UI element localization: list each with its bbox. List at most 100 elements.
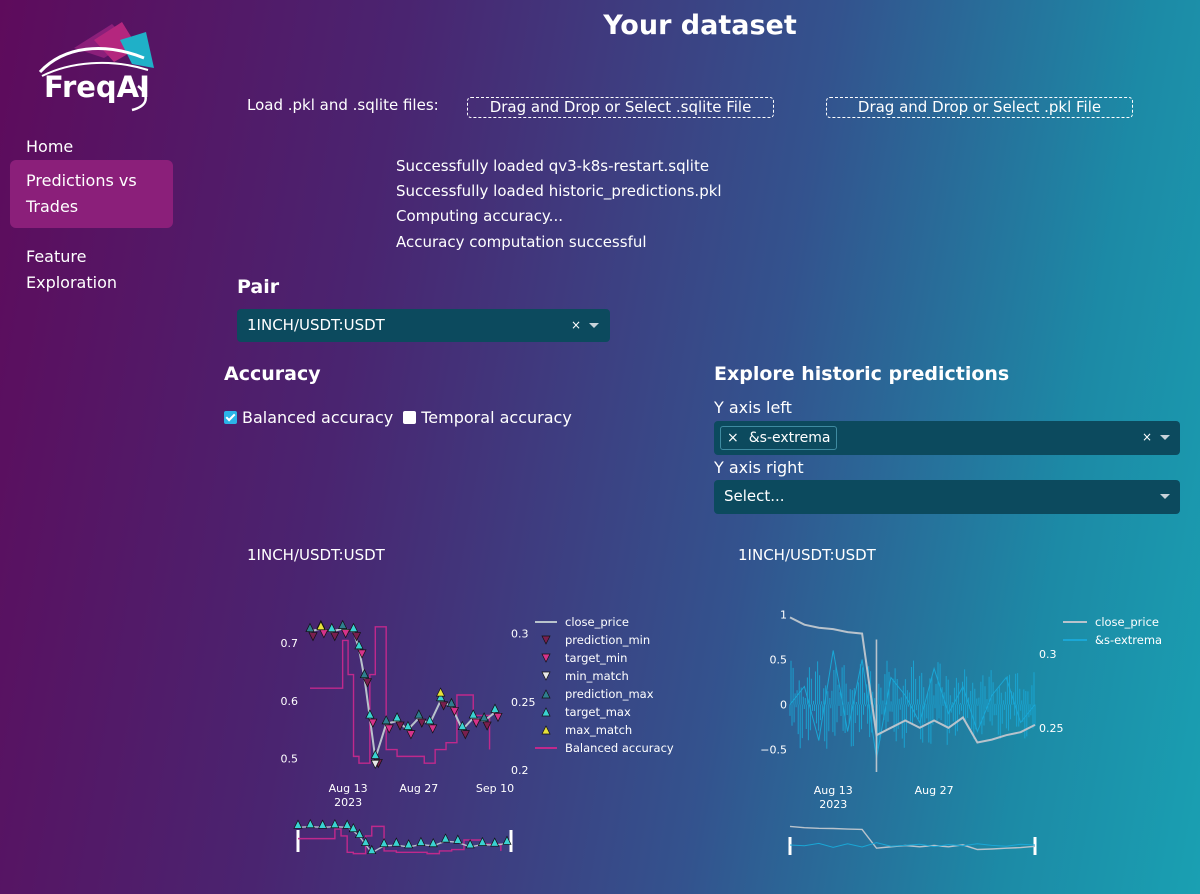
legend-label: prediction_max: [565, 687, 654, 701]
pkl-upload-button[interactable]: Drag and Drop or Select .pkl File: [826, 97, 1133, 118]
range-marker: [354, 828, 365, 838]
max-marker: [348, 622, 359, 632]
y-left-tick-label: 0.7: [281, 637, 299, 650]
y-left-tick-label: 0.5: [281, 752, 299, 765]
chart-right-title: 1INCH/USDT:USDT: [738, 546, 876, 564]
range-marker: [361, 836, 371, 846]
max-marker: [479, 712, 489, 722]
chevron-down-icon[interactable]: [1160, 494, 1170, 499]
pair-clear-icon[interactable]: ×: [571, 318, 582, 332]
pair-title: Pair: [237, 276, 280, 298]
range-marker: [477, 836, 487, 846]
balanced-accuracy-label[interactable]: Balanced accuracy: [242, 408, 394, 427]
y-axis-right-placeholder: Select...: [724, 487, 785, 505]
pair-select[interactable]: 1INCH/USDT:USDT ×: [237, 309, 610, 342]
legend-swatch: [541, 725, 551, 735]
chevron-down-icon[interactable]: [1160, 435, 1170, 440]
range-marker: [318, 819, 328, 829]
max-marker: [365, 709, 375, 719]
legend-label: max_match: [565, 723, 632, 737]
range-extrema-line: [789, 842, 1036, 848]
load-files-label: Load .pkl and .sqlite files:: [247, 96, 439, 114]
chart-left-title: 1INCH/USDT:USDT: [247, 546, 385, 564]
y-left-tick-label: 0: [780, 699, 787, 712]
status-line: Computing accuracy...: [396, 207, 563, 225]
extrema-trend-line: [789, 650, 1036, 759]
y-right-tick-label: 0.3: [511, 628, 529, 641]
balanced-accuracy-checkbox[interactable]: [224, 411, 237, 424]
min-marker: [406, 730, 416, 740]
legend-label: min_match: [565, 669, 629, 683]
legend-label: close_price: [565, 615, 629, 629]
max-marker: [305, 622, 315, 632]
nav-predictions-vs-trades[interactable]: Predictions vs Trades: [10, 160, 173, 228]
min-marker: [471, 718, 481, 728]
chip-remove-icon[interactable]: ×: [727, 430, 739, 446]
legend-label: Balanced accuracy: [565, 741, 674, 755]
range-marker: [490, 837, 500, 847]
close-price-line: [789, 616, 1036, 744]
sidebar: FreqAI Home Predictions vs Trades Featur…: [0, 0, 185, 894]
y-left-tick-label: 1: [780, 609, 787, 622]
max-marker: [414, 709, 424, 719]
min-marker: [482, 721, 492, 731]
min-marker: [330, 632, 340, 642]
min-marker: [368, 718, 378, 728]
nav-home[interactable]: Home: [26, 137, 74, 156]
legend-swatch: [541, 653, 551, 663]
max-marker: [425, 715, 435, 725]
y-axis-right-select[interactable]: Select...: [714, 480, 1180, 514]
max-marker: [359, 668, 369, 679]
min-marker: [351, 632, 362, 642]
x-tick-label: Aug 27: [399, 782, 438, 795]
legend-label: close_price: [1095, 615, 1159, 629]
max-marker: [381, 715, 391, 725]
status-line: Accuracy computation successful: [396, 233, 647, 251]
temporal-accuracy-label[interactable]: Temporal accuracy: [421, 408, 572, 427]
range-close-line: [789, 825, 1036, 851]
temporal-accuracy-checkbox[interactable]: [403, 411, 417, 424]
y-axis-right-label: Y axis right: [714, 458, 804, 477]
min-marker: [493, 712, 503, 723]
y-left-tick-label: 0.6: [281, 695, 299, 708]
page-title: Your dataset: [603, 10, 797, 41]
close-price-line: [309, 627, 496, 759]
explore-title: Explore historic predictions: [714, 363, 1010, 385]
x-tick-label: 2023: [819, 798, 847, 811]
chevron-down-icon[interactable]: [589, 323, 599, 328]
min-marker: [362, 678, 372, 688]
legend-swatch: [541, 689, 551, 699]
x-tick-label: Aug 27: [915, 784, 954, 797]
max-match-marker: [436, 687, 446, 697]
y-right-tick-label: 0.25: [511, 696, 536, 709]
legend-swatch: [541, 635, 551, 645]
sqlite-upload-button[interactable]: Drag and Drop or Select .sqlite File: [467, 97, 774, 118]
legend-label: prediction_min: [565, 633, 650, 647]
min-marker: [417, 718, 427, 728]
max-marker: [457, 720, 467, 730]
y-right-tick-label: 0.2: [511, 764, 529, 777]
range-marker: [342, 819, 352, 829]
y-axis-left-clear-icon[interactable]: ×: [1142, 430, 1153, 444]
accuracy-options: Balanced accuracy Temporal accuracy: [224, 408, 572, 427]
nav-feature-exploration[interactable]: Feature Exploration: [26, 247, 117, 292]
min-marker: [428, 724, 438, 734]
max-marker: [490, 703, 500, 713]
range-marker: [379, 837, 389, 848]
max-match-marker: [316, 620, 326, 631]
y-axis-left-select[interactable]: × &s-extrema ×: [714, 421, 1180, 455]
min-marker: [341, 629, 351, 639]
y-axis-left-label: Y axis left: [714, 398, 792, 417]
y-right-tick-label: 0.3: [1039, 648, 1057, 661]
range-marker: [404, 839, 414, 849]
legend-swatch: [541, 707, 551, 717]
freqai-logo[interactable]: FreqAI: [34, 18, 158, 116]
logo-text: FreqAI: [44, 70, 150, 104]
status-line: Successfully loaded qv3-k8s-restart.sqli…: [396, 157, 710, 175]
pair-select-value: 1INCH/USDT:USDT: [247, 316, 385, 334]
min-marker: [357, 649, 367, 659]
range-marker: [367, 844, 377, 855]
chip-label: &s-extrema: [748, 430, 831, 446]
